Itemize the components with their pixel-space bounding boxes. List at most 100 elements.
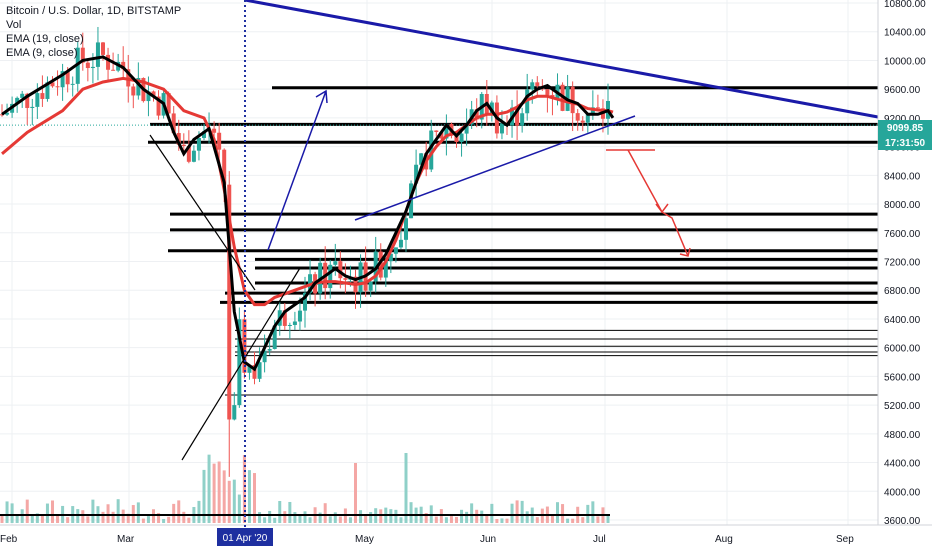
ascending-trendline — [354, 115, 636, 221]
volume-bar — [162, 518, 166, 523]
volume-bar — [232, 479, 236, 523]
volume-bar — [121, 509, 125, 523]
volume-bar — [596, 516, 600, 523]
candle-body — [343, 278, 348, 280]
candle-body — [272, 325, 277, 349]
volume-bar — [167, 516, 171, 523]
volume-bar — [247, 470, 251, 523]
price-tick-label: 9600.00 — [884, 85, 921, 96]
volume-bar — [268, 510, 272, 523]
candle-body — [90, 66, 95, 69]
volume-bar — [237, 494, 241, 523]
volume-bar — [399, 517, 403, 523]
volume-bar — [308, 517, 312, 523]
volume-bar — [172, 503, 176, 523]
candle-body — [15, 97, 20, 104]
candle-body — [419, 153, 424, 165]
volume-bar — [535, 517, 539, 523]
candle-body — [595, 107, 600, 109]
volume-bar — [202, 469, 206, 523]
legend-ema-slow[interactable]: EMA (19, close) — [6, 33, 84, 45]
red-arrow-head-2 — [679, 247, 691, 257]
legend-ema-fast[interactable]: EMA (9, close) — [6, 47, 78, 59]
volume-bar — [81, 510, 85, 523]
candle-body — [535, 82, 540, 86]
candle-body — [136, 78, 141, 96]
volume-bar — [20, 509, 24, 523]
candle-body — [262, 350, 267, 363]
candle-body — [151, 91, 156, 97]
price-tick-label: 10800.00 — [884, 0, 926, 10]
volume-bar — [51, 500, 54, 523]
candle-body — [101, 42, 105, 55]
volume-bar — [40, 514, 44, 523]
volume-bar — [409, 502, 413, 523]
volume-bar — [333, 512, 337, 523]
candle-body — [429, 130, 434, 170]
time-tick-label: Sep — [836, 534, 854, 545]
price-tick-label: 5200.00 — [884, 401, 921, 412]
volume-bar — [273, 517, 277, 523]
candle-body — [156, 96, 161, 116]
volume-bar — [35, 513, 39, 523]
countdown-tag: 17:31:50 — [878, 135, 932, 150]
volume-bar — [556, 502, 559, 523]
candle-body — [328, 264, 333, 289]
price-tick-label: 10000.00 — [884, 56, 926, 67]
price-tick-label: 4800.00 — [884, 430, 921, 441]
time-tick-label: Feb — [0, 534, 18, 545]
volume-bar — [485, 514, 489, 523]
volume-bar — [394, 509, 398, 523]
volume-bar — [76, 509, 80, 523]
volume-bar — [10, 503, 14, 523]
volume-bar — [323, 503, 327, 523]
black-diagonal-1 — [149, 134, 256, 291]
candle-body — [282, 310, 287, 326]
volume-bar — [293, 512, 297, 523]
legend: Bitcoin / U.S. Dollar, 1D, BITSTAMP Vol … — [6, 5, 181, 59]
volume-bar — [30, 515, 34, 523]
volume-bar — [510, 503, 514, 523]
candle-body — [393, 247, 398, 254]
candle-body — [171, 113, 176, 134]
price-tick-label: 5600.00 — [884, 372, 921, 383]
time-axis[interactable]: Feb Mar May Jun Jul Aug Sep — [0, 534, 854, 545]
countdown-label: 17:31:50 — [885, 138, 925, 149]
candle-body — [35, 93, 40, 107]
candle-body — [237, 319, 242, 406]
candle-body — [267, 348, 272, 351]
volume-bar — [500, 518, 504, 523]
candle-body — [191, 150, 196, 162]
candle-body — [70, 83, 75, 85]
candle-body — [368, 281, 373, 291]
volume-bar — [0, 514, 4, 523]
volume-bar — [490, 503, 494, 523]
volume-bar — [106, 504, 110, 523]
volume-bar — [278, 500, 282, 523]
trend-drawings — [149, 0, 879, 461]
date-marker-tag[interactable]: 01 Apr '20 — [217, 528, 273, 546]
candle-body — [545, 89, 550, 95]
price-tick-label: 4000.00 — [884, 487, 921, 498]
volume-bar — [515, 500, 519, 523]
candle-body — [45, 82, 50, 99]
volume-bar — [15, 514, 19, 523]
time-tick-label: Jul — [593, 534, 606, 545]
candle-body — [131, 86, 136, 96]
price-axis[interactable]: 10800.0010400.0010000.009600.009200.0088… — [884, 0, 926, 527]
candle-body — [0, 114, 4, 116]
volume-bar — [253, 473, 256, 523]
candle-body — [55, 86, 60, 88]
candle-body — [186, 146, 191, 162]
ema-fast-line — [1, 55, 615, 372]
candle-body — [50, 82, 55, 87]
candle-body — [212, 128, 217, 133]
volume-bar — [520, 500, 524, 523]
candle-body — [257, 362, 262, 379]
legend-vol[interactable]: Vol — [6, 19, 21, 31]
volume-bar — [480, 510, 484, 523]
price-tick-label: 7200.00 — [884, 258, 921, 269]
volume-bar — [136, 502, 140, 523]
candle-body — [111, 69, 116, 71]
